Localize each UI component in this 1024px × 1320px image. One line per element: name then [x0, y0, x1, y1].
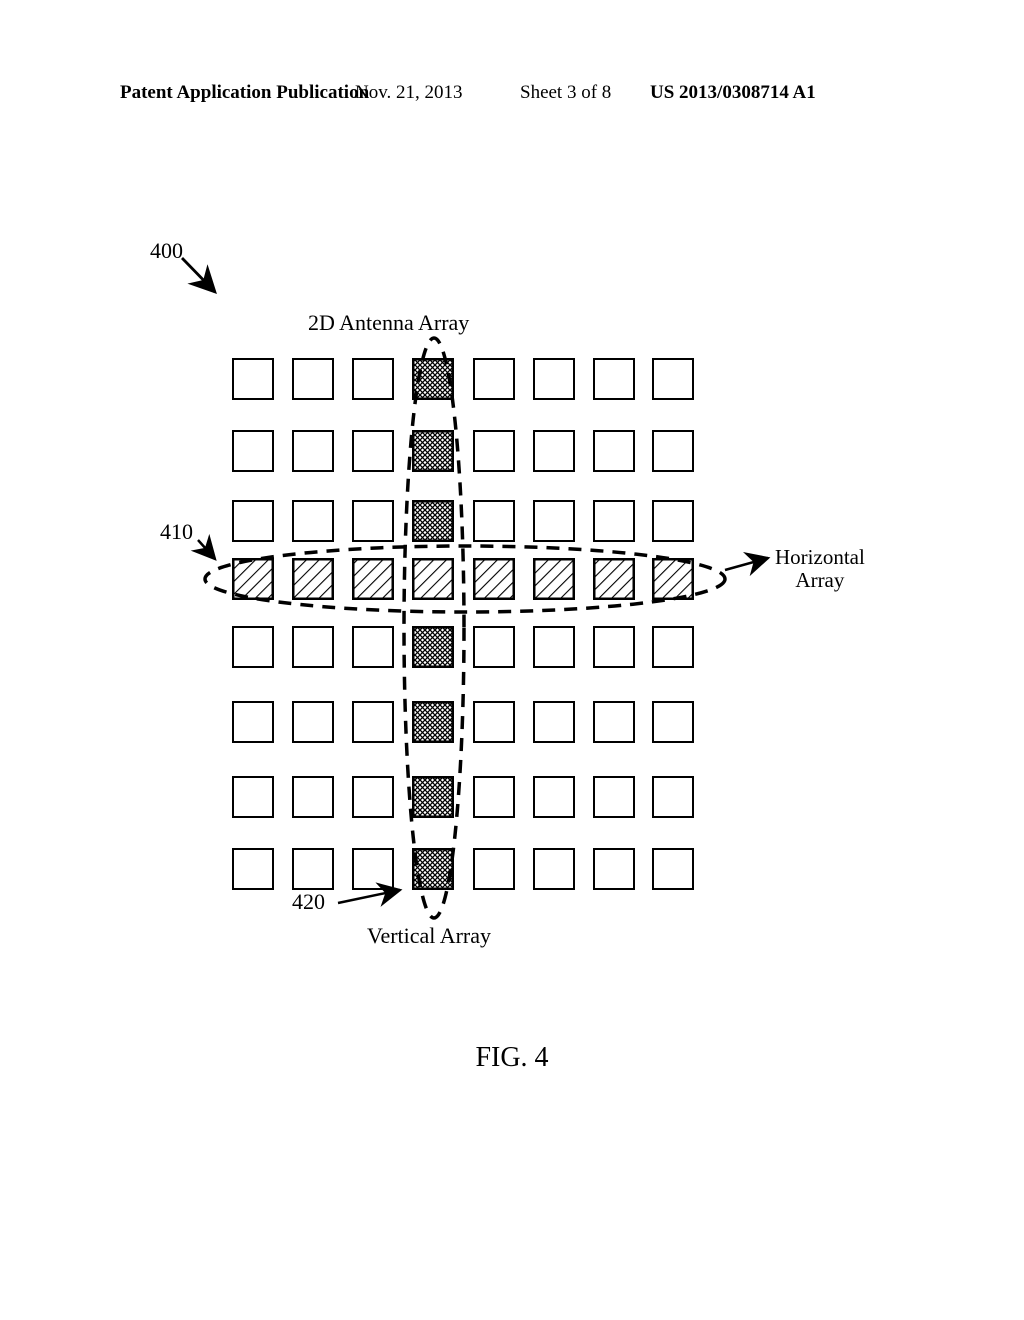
antenna-element	[473, 626, 515, 668]
antenna-element	[652, 500, 694, 542]
antenna-element	[533, 430, 575, 472]
antenna-element	[352, 558, 394, 600]
antenna-element	[232, 500, 274, 542]
antenna-element	[232, 558, 274, 600]
horizontal-array-label-line2: Array	[795, 568, 844, 592]
horizontal-array-ellipse	[205, 546, 725, 612]
antenna-element	[533, 626, 575, 668]
antenna-element	[412, 430, 454, 472]
arrow-horizontal-label	[725, 558, 768, 570]
antenna-element	[652, 701, 694, 743]
antenna-element	[652, 848, 694, 890]
arrow-400	[182, 258, 215, 292]
reference-numeral-420: 420	[292, 889, 325, 915]
antenna-element	[412, 701, 454, 743]
antenna-element	[412, 500, 454, 542]
antenna-element	[232, 358, 274, 400]
figure-caption: FIG. 4	[0, 1042, 1024, 1074]
antenna-element	[593, 848, 635, 890]
antenna-element	[652, 626, 694, 668]
antenna-element	[352, 430, 394, 472]
antenna-element	[412, 626, 454, 668]
header-date: Nov. 21, 2013	[355, 82, 463, 104]
antenna-element	[473, 848, 515, 890]
antenna-element	[533, 500, 575, 542]
antenna-element	[232, 848, 274, 890]
antenna-element	[292, 626, 334, 668]
antenna-element	[652, 430, 694, 472]
antenna-element	[292, 358, 334, 400]
antenna-element	[292, 558, 334, 600]
antenna-element	[352, 358, 394, 400]
antenna-element	[352, 626, 394, 668]
antenna-element	[473, 500, 515, 542]
antenna-element	[352, 500, 394, 542]
antenna-element	[533, 701, 575, 743]
header-docnumber: US 2013/0308714 A1	[650, 82, 816, 104]
antenna-element	[473, 701, 515, 743]
antenna-element	[593, 776, 635, 818]
antenna-element	[533, 358, 575, 400]
header-sheet: Sheet 3 of 8	[520, 82, 611, 104]
antenna-element	[232, 430, 274, 472]
antenna-element	[412, 558, 454, 600]
antenna-element	[473, 430, 515, 472]
antenna-element	[652, 358, 694, 400]
antenna-element	[292, 848, 334, 890]
arrow-410	[198, 540, 215, 559]
diagram-title: 2D Antenna Array	[308, 310, 469, 336]
antenna-element	[533, 558, 575, 600]
antenna-element	[292, 430, 334, 472]
antenna-element	[652, 558, 694, 600]
antenna-element	[593, 500, 635, 542]
antenna-element	[473, 358, 515, 400]
antenna-element	[232, 701, 274, 743]
antenna-element	[292, 776, 334, 818]
antenna-element	[593, 358, 635, 400]
reference-numeral-410: 410	[160, 519, 193, 545]
header-publication: Patent Application Publication	[120, 82, 369, 104]
antenna-element	[593, 558, 635, 600]
antenna-element	[292, 701, 334, 743]
antenna-element	[473, 776, 515, 818]
antenna-element	[593, 626, 635, 668]
antenna-element	[533, 848, 575, 890]
antenna-element	[352, 701, 394, 743]
antenna-element	[652, 776, 694, 818]
antenna-element	[352, 776, 394, 818]
antenna-element	[232, 776, 274, 818]
antenna-element	[473, 558, 515, 600]
horizontal-array-label-line1: Horizontal	[775, 545, 865, 569]
horizontal-array-label: Horizontal Array	[775, 546, 865, 592]
antenna-element	[412, 848, 454, 890]
reference-numeral-400: 400	[150, 238, 183, 264]
antenna-element	[412, 358, 454, 400]
antenna-element	[533, 776, 575, 818]
antenna-element	[292, 500, 334, 542]
antenna-element	[412, 776, 454, 818]
antenna-element	[593, 430, 635, 472]
antenna-element	[352, 848, 394, 890]
arrow-420	[338, 890, 400, 903]
antenna-element	[593, 701, 635, 743]
vertical-array-label: Vertical Array	[367, 923, 491, 949]
antenna-element	[232, 626, 274, 668]
